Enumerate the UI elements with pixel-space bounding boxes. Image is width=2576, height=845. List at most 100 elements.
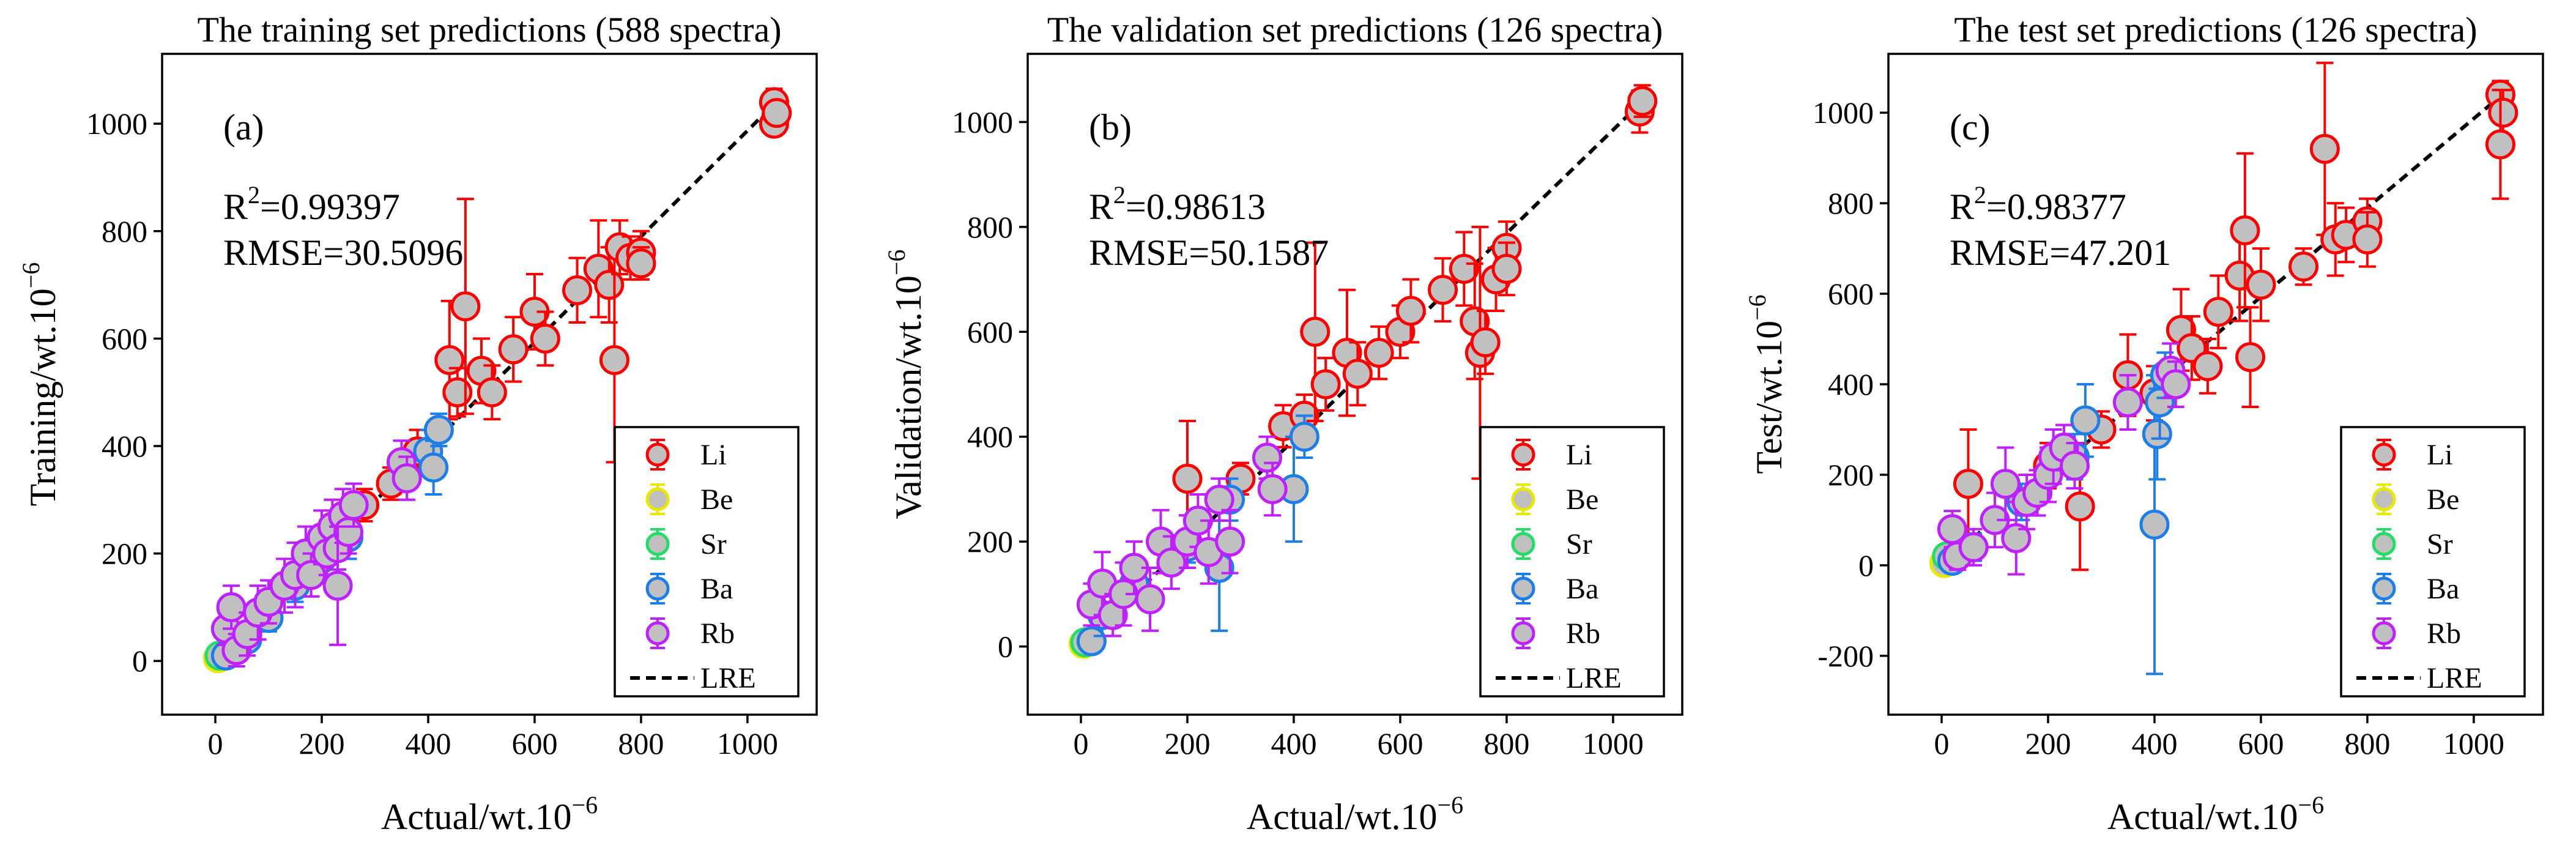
legend: Li Be Sr Ba Rb LRE (1479, 426, 1665, 698)
data-point-ba (1076, 626, 1107, 657)
data-point-li (450, 291, 481, 322)
x-axis-label: Actual/wt.10−6 (1247, 791, 1463, 837)
data-point-rb (2161, 369, 2191, 400)
data-layer (1068, 84, 1658, 659)
rmse-text: RMSE=30.5096 (223, 233, 463, 273)
x-tick-label: 800 (2344, 726, 2390, 761)
legend-marker-be (645, 487, 670, 512)
data-point-li (1172, 463, 1203, 494)
legend: Li Be Sr Ba Rb LRE (614, 426, 800, 698)
y-axis-label: Training/wt.10−6 (17, 262, 63, 507)
data-point-rb (1135, 584, 1165, 614)
chart-panel-1: The training set predictions (588 spectr… (17, 10, 818, 837)
y-tick-label: 200 (102, 537, 147, 571)
y-tick-label: 800 (967, 210, 1013, 244)
data-point-ba (1289, 422, 1320, 452)
r-squared-text: R2=0.98613 (1089, 181, 1266, 227)
x-tick-label: 200 (1164, 726, 1210, 761)
panel-label: (c) (1950, 107, 1991, 147)
plot-frame (1026, 53, 1683, 716)
data-point-li (1953, 469, 1983, 499)
legend-label-lre: LRE (2427, 662, 2482, 694)
legend-marker-li (2372, 442, 2396, 467)
data-point-rb (1204, 485, 1234, 515)
data-point-li (2246, 269, 2276, 300)
x-tick-label: 600 (2238, 726, 2284, 761)
chart-title: The training set predictions (588 spectr… (197, 10, 781, 50)
legend-box (614, 426, 800, 698)
y-tick-label: 600 (102, 321, 147, 355)
data-point-li (2230, 215, 2260, 245)
y-axis-label: Test/wt.10−6 (1743, 294, 1789, 474)
panel-label: (b) (1089, 107, 1132, 147)
legend-label-sr: Sr (2427, 528, 2453, 560)
data-point-li (2485, 129, 2515, 160)
data-point-li (1449, 253, 1479, 284)
data-point-ba (2070, 405, 2101, 436)
legend-marker-rb (645, 621, 670, 646)
data-point-rb (1252, 442, 1282, 473)
y-axis-label: Validation/wt.10−6 (883, 250, 929, 519)
x-tick-label: 600 (1377, 726, 1423, 761)
legend-marker-li (645, 442, 670, 467)
y-tick-label: 1000 (1813, 95, 1874, 130)
data-point-rb (338, 490, 369, 521)
y-tick-label: 1000 (952, 105, 1013, 139)
legend-marker-sr (2372, 532, 2396, 556)
rmse-text: RMSE=47.201 (1950, 233, 2171, 273)
x-tick-label: 800 (618, 726, 664, 761)
legend-label-sr: Sr (1566, 528, 1592, 560)
x-axis-label: Actual/wt.10−6 (381, 791, 598, 837)
y-tick-label: 0 (998, 630, 1013, 664)
x-tick-label: 200 (2025, 726, 2071, 761)
x-tick-label: 0 (1934, 726, 1949, 761)
legend-marker-be (1511, 487, 1535, 512)
data-point-li (477, 377, 507, 408)
data-point-li (442, 377, 473, 408)
x-tick-label: 400 (405, 726, 451, 761)
data-point-li (599, 344, 629, 375)
data-point-li (2065, 491, 2095, 522)
data-point-rb (1257, 474, 1288, 504)
y-tick-label: 400 (967, 420, 1013, 454)
y-tick-label: -200 (1817, 639, 1874, 673)
legend-label-rb: Rb (1566, 617, 1600, 650)
fit-line (1935, 88, 2510, 570)
data-point-li (498, 334, 529, 365)
legend-marker-rb (1511, 621, 1535, 646)
legend-label-li: Li (1566, 439, 1592, 471)
data-point-rb (2001, 523, 2032, 554)
data-point-li (1470, 327, 1501, 357)
data-point-li (1627, 86, 1658, 116)
x-tick-label: 1000 (1583, 726, 1644, 761)
chart-panel-3: The test set predictions (126 spectra) 0 2… (1743, 10, 2544, 837)
legend-marker-li (1511, 442, 1535, 467)
data-point-li (1428, 275, 1458, 305)
data-point-li (1342, 359, 1373, 389)
data-point-rb (1215, 526, 1245, 557)
x-tick-label: 800 (1483, 726, 1529, 761)
x-tick-label: 400 (1271, 726, 1316, 761)
y-tick-label: 400 (102, 429, 147, 463)
x-tick-label: 200 (299, 726, 344, 761)
data-point-rb (1156, 547, 1187, 578)
data-point-rb (2059, 450, 2090, 481)
data-point-li (530, 323, 560, 354)
legend-label-li: Li (2427, 439, 2453, 471)
legend: Li Be Sr Ba Rb LRE (2340, 426, 2526, 698)
legend-label-ba: Ba (1566, 573, 1598, 605)
legend-label-ba: Ba (2427, 573, 2459, 605)
y-tick-label: 800 (1828, 186, 1874, 220)
x-tick-label: 400 (2131, 726, 2177, 761)
data-point-rb (216, 592, 247, 622)
legend-box (1479, 426, 1665, 698)
data-point-li (594, 270, 625, 300)
x-tick-label: 0 (207, 726, 223, 761)
data-point-li (562, 275, 593, 305)
chart-title: The validation set predictions (126 spec… (1047, 10, 1663, 50)
legend-label-rb: Rb (2427, 617, 2461, 650)
data-point-li (2192, 351, 2223, 381)
legend-label-sr: Sr (700, 528, 727, 560)
data-point-rb (322, 570, 353, 601)
